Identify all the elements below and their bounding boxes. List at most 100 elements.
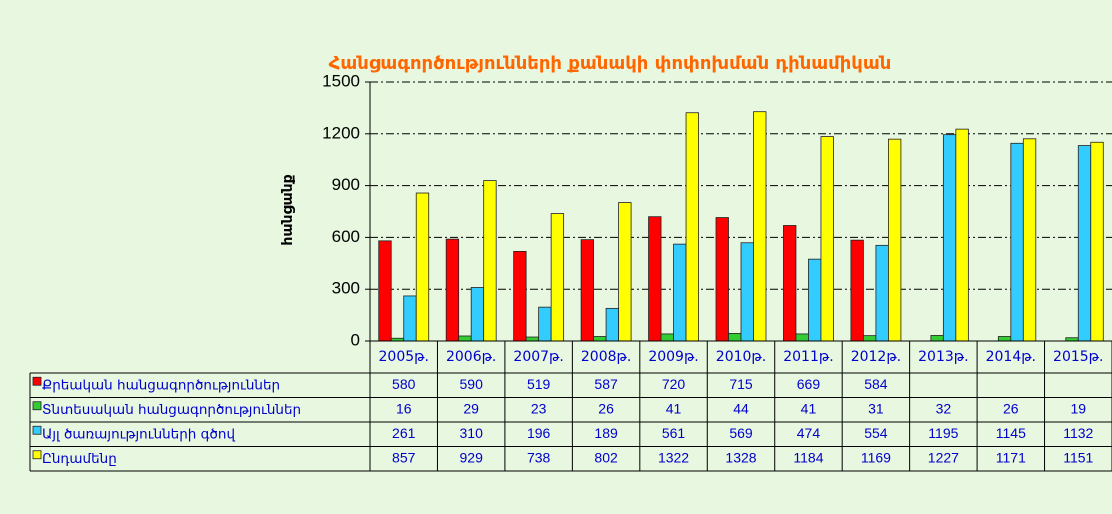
table-value: 1132 <box>1063 425 1093 441</box>
bar <box>753 111 767 342</box>
table-value: 519 <box>527 376 551 392</box>
table-value: 31 <box>868 400 884 416</box>
table-value: 1169 <box>861 449 891 465</box>
table-value: 1195 <box>928 425 958 441</box>
bar <box>942 134 957 342</box>
table-value: 26 <box>1003 400 1019 416</box>
table-value: 32 <box>936 400 952 416</box>
x-tick-label: 2011թ. <box>783 349 833 365</box>
table-value: 261 <box>392 425 416 441</box>
table-value: 189 <box>594 425 618 441</box>
bar <box>728 333 742 342</box>
legend-key <box>32 450 42 460</box>
x-tick-label: 2010թ. <box>716 349 766 365</box>
bar <box>445 238 460 342</box>
bar <box>808 258 822 342</box>
bar <box>820 136 834 342</box>
table-value: 580 <box>392 376 416 392</box>
table-value: 1171 <box>996 449 1026 465</box>
table-value: 738 <box>527 449 551 465</box>
table-value: 587 <box>594 376 618 392</box>
bar <box>580 239 594 342</box>
bar <box>1010 142 1024 342</box>
x-tick-label: 2009թ. <box>648 349 698 365</box>
table-value: 16 <box>396 400 412 416</box>
bar <box>850 239 864 342</box>
bar <box>483 180 497 342</box>
y-tick-label: 1500 <box>322 71 360 90</box>
legend-key <box>32 376 42 386</box>
table-value: 26 <box>598 400 614 416</box>
bar <box>525 336 540 342</box>
bar <box>955 128 969 342</box>
table-value: 196 <box>527 425 551 441</box>
table-value: 802 <box>594 449 618 465</box>
legend-key <box>32 401 42 411</box>
chart-title: Հանցագործությունների քանակի փոփոխման դին… <box>329 53 892 74</box>
bar <box>740 242 754 342</box>
table-value: 1227 <box>928 449 959 465</box>
legend-key <box>32 425 42 435</box>
table-value: 569 <box>729 425 753 441</box>
x-tick-label: 2012թ. <box>851 349 901 365</box>
y-tick-label: 900 <box>332 175 360 194</box>
bar <box>660 333 674 342</box>
bar <box>605 307 619 342</box>
bar <box>673 243 687 342</box>
bar <box>1090 141 1104 342</box>
table-value: 584 <box>864 376 888 392</box>
x-tick-label: 2007թ. <box>513 349 563 365</box>
y-tick-label: 1200 <box>322 123 360 142</box>
bar <box>997 336 1012 342</box>
table-value: 1151 <box>1063 449 1093 465</box>
legend-label: Ընդամենը <box>42 451 117 467</box>
table-value: 715 <box>729 376 753 392</box>
bar <box>888 138 902 342</box>
bar <box>1022 138 1037 342</box>
bar <box>875 244 889 342</box>
table-value: 1184 <box>793 449 823 465</box>
table-value: 929 <box>460 449 484 465</box>
bar <box>930 335 944 342</box>
x-tick-label: 2013թ. <box>918 349 968 365</box>
table-value: 1322 <box>658 449 689 465</box>
table-value: 1328 <box>725 449 756 465</box>
table-value: 41 <box>801 400 817 416</box>
table-value: 41 <box>666 400 682 416</box>
table-value: 19 <box>1070 400 1086 416</box>
table-value: 720 <box>662 376 686 392</box>
y-tick-label: 300 <box>332 279 360 298</box>
bar <box>863 335 877 342</box>
bar <box>783 225 797 342</box>
bar <box>538 306 552 342</box>
table-value: 561 <box>662 425 686 441</box>
table-value: 23 <box>531 400 547 416</box>
y-axis-label: հանցանք <box>280 174 296 245</box>
legend-label: Այլ ծառայությունների գծով <box>42 426 235 442</box>
bar <box>593 336 607 342</box>
y-tick-label: 0 <box>351 330 360 349</box>
table-value: 29 <box>463 400 479 416</box>
x-tick-label: 2005թ. <box>379 349 429 365</box>
x-tick-label: 2014թ. <box>986 349 1036 365</box>
bar <box>1077 145 1092 342</box>
bar <box>403 295 417 342</box>
bar <box>795 333 809 342</box>
bar <box>470 287 485 342</box>
table-value: 474 <box>797 425 821 441</box>
table-value: 590 <box>460 376 484 392</box>
bar <box>685 112 699 342</box>
bar <box>513 250 527 342</box>
table-value: 1145 <box>996 425 1026 441</box>
bar <box>415 192 430 342</box>
bar <box>715 217 729 342</box>
legend-label: Տնտեսական հանցագործություններ <box>42 402 301 418</box>
bar <box>550 213 565 342</box>
table-value: 44 <box>733 400 749 416</box>
table-value: 554 <box>864 425 888 441</box>
table-value: 669 <box>797 376 821 392</box>
x-tick-label: 2006թ. <box>446 349 496 365</box>
table-value: 857 <box>392 449 416 465</box>
bar <box>648 216 662 342</box>
